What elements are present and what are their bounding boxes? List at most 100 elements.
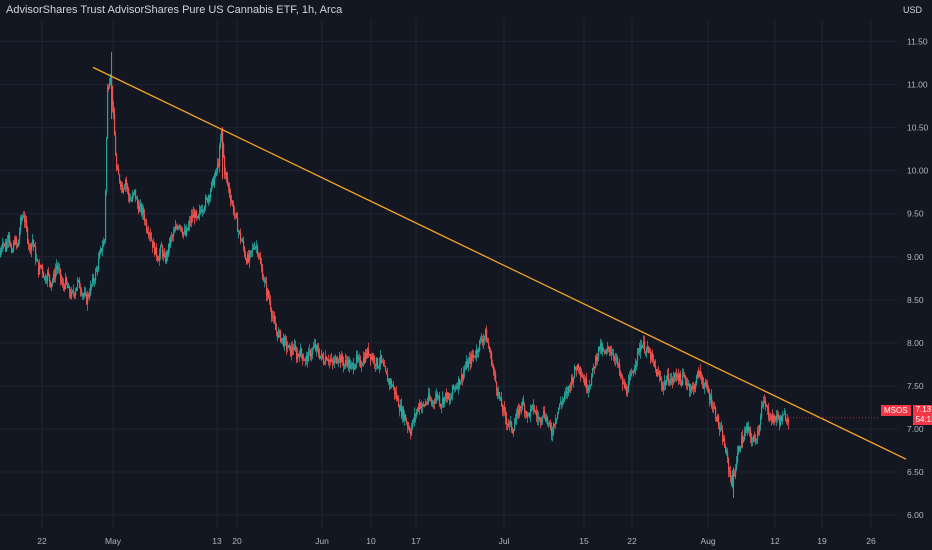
candle-body (751, 437, 753, 443)
candle-body (729, 470, 731, 472)
candle-body (483, 338, 485, 343)
candle-body (2, 243, 4, 248)
candle-body (679, 373, 681, 381)
candle-body (55, 269, 57, 278)
candle-body (235, 213, 237, 215)
time-axis[interactable]: 22 May 13 20 Jun 10 17 Jul 15 22 Aug 12 19 26 (37, 536, 876, 546)
candle-body (593, 366, 595, 368)
candle-body (77, 280, 79, 288)
candle-body (737, 452, 739, 463)
candle-body (740, 446, 742, 450)
candle-body (71, 291, 73, 297)
candle-body (579, 368, 581, 372)
candle-body (531, 406, 533, 409)
candle-body (543, 411, 545, 416)
candle-body (764, 400, 766, 402)
candle-body (470, 357, 472, 365)
trendline-layer[interactable] (92, 66, 907, 460)
candle-body (423, 404, 425, 406)
candle-body (100, 248, 102, 254)
price-axis[interactable]: 11.50 11.00 10.50 10.00 9.50 9.00 8.50 8.00 7.50… (907, 37, 929, 521)
candle-body (667, 373, 669, 381)
candle-body (713, 406, 715, 409)
candle-body (648, 346, 650, 353)
candle-body (336, 357, 338, 364)
candle-body (478, 350, 480, 353)
candle-body (160, 246, 162, 254)
candle-body (432, 401, 434, 404)
candle-body (151, 237, 153, 241)
candle-body (392, 386, 394, 388)
candle-body (347, 361, 349, 366)
candle-body (66, 277, 68, 284)
candle-body (373, 357, 375, 360)
candle-body (467, 361, 469, 368)
candle-body (639, 348, 641, 353)
candle-body (385, 366, 387, 371)
candle-body (523, 401, 525, 405)
candle-body (618, 363, 620, 365)
candle-body (302, 354, 304, 360)
candle-body (459, 378, 461, 385)
candle-body (657, 371, 659, 377)
candle-body (584, 379, 586, 386)
candle-body (614, 357, 616, 360)
candle-body (303, 359, 305, 361)
candle-body (5, 243, 7, 251)
candle-body (776, 415, 778, 421)
candle-body (493, 366, 495, 371)
candle-body (343, 361, 345, 367)
candle-body (779, 418, 781, 425)
candle-body (787, 419, 789, 422)
candle-body (587, 389, 589, 391)
candle-body (642, 345, 644, 348)
candle-body (417, 407, 419, 412)
candle-body (437, 393, 439, 397)
candle-body (241, 240, 243, 242)
candle-body (227, 177, 229, 184)
candle-body (44, 277, 46, 279)
candle-body (645, 352, 647, 354)
trendline[interactable] (92, 66, 907, 460)
candle-body (468, 360, 470, 368)
candle-body (422, 404, 424, 407)
candle-body (752, 441, 754, 443)
candle-body (687, 384, 689, 386)
candle-body (33, 240, 35, 246)
candle-body (307, 355, 309, 362)
candle-body (430, 399, 432, 401)
candle-body (144, 214, 146, 222)
candle-body (247, 254, 249, 264)
candle-body (80, 288, 82, 291)
candle-body (735, 468, 737, 476)
candle-body (141, 204, 143, 214)
candle-body (582, 375, 584, 379)
candle-body (689, 383, 691, 391)
candle-body (374, 357, 376, 365)
candle-body (168, 243, 170, 256)
candle-body (207, 198, 209, 202)
candle-body (627, 392, 629, 395)
candle-body (545, 417, 547, 421)
candle-body (471, 354, 473, 365)
candle-body (275, 322, 277, 330)
currency-label[interactable]: USD (902, 5, 922, 15)
y-tick-label: 7.00 (907, 424, 924, 434)
candle-body (348, 359, 350, 366)
candle-body (237, 217, 239, 232)
candle-body (103, 241, 105, 247)
candle-body (408, 427, 410, 429)
candle-body (157, 256, 159, 260)
candle-body (118, 168, 120, 175)
candle-body (175, 226, 177, 231)
candle-body (322, 353, 324, 358)
candle-body (309, 350, 311, 352)
candle-body (188, 225, 190, 230)
candle-body (110, 75, 112, 83)
candle-body (528, 413, 530, 415)
candle-body (386, 370, 388, 375)
candle-body (632, 371, 634, 373)
candle-body (284, 337, 286, 347)
candle-body (156, 247, 158, 257)
